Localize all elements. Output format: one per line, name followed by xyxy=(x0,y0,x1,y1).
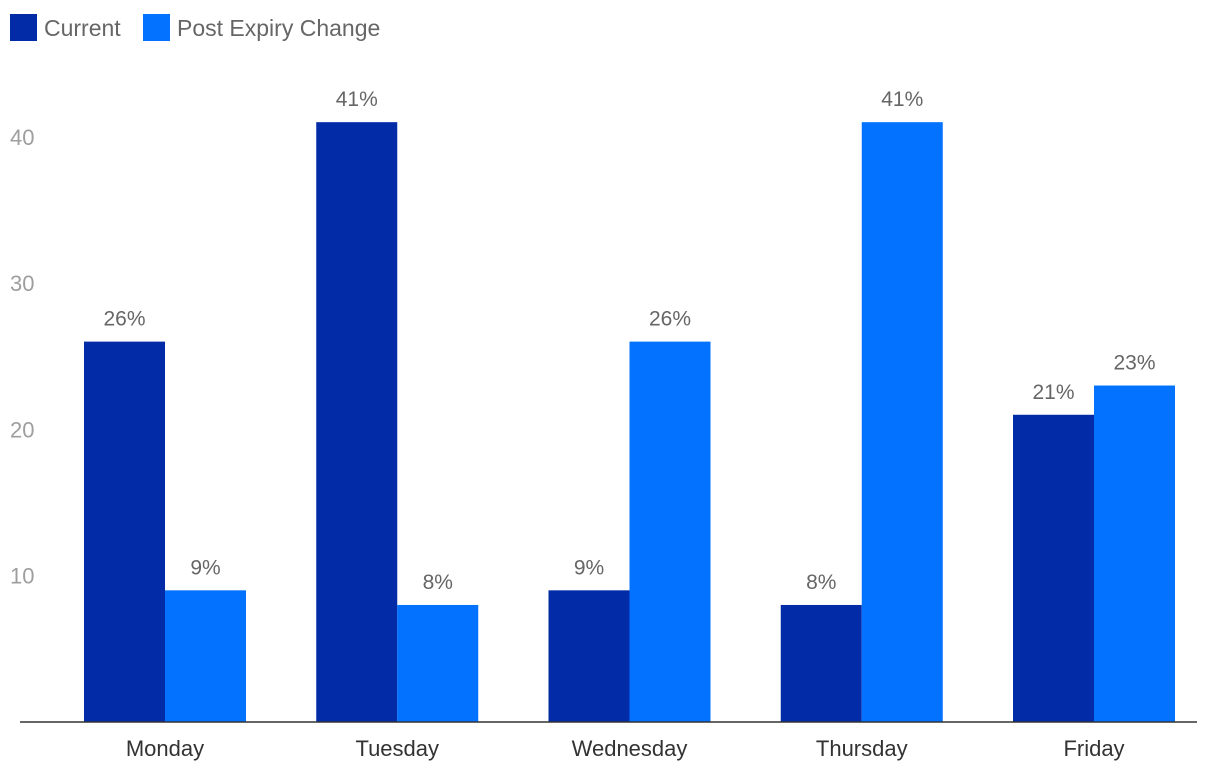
legend-swatch-current xyxy=(10,14,37,41)
chart-legend: Current Post Expiry Change xyxy=(10,14,380,41)
bar-friday-post-expiry-change xyxy=(1094,385,1175,722)
data-label-tuesday-post-expiry-change: 8% xyxy=(423,571,453,594)
bar-monday-post-expiry-change xyxy=(165,590,246,722)
data-label-wednesday-post-expiry-change: 26% xyxy=(649,308,691,331)
bar-monday-current xyxy=(84,341,165,722)
data-label-thursday-post-expiry-change: 41% xyxy=(881,88,923,111)
x-tick-label-tuesday: Tuesday xyxy=(355,736,439,761)
legend-label-current: Current xyxy=(44,15,121,41)
bars-group xyxy=(84,122,1175,723)
bar-friday-current xyxy=(1013,414,1094,722)
bar-tuesday-current xyxy=(316,122,398,723)
data-label-friday-current: 21% xyxy=(1032,381,1074,404)
bar-wednesday-current xyxy=(548,590,630,722)
data-label-monday-post-expiry-change: 9% xyxy=(190,556,220,579)
bar-thursday-current xyxy=(780,604,862,722)
y-tick-label: 30 xyxy=(10,271,34,296)
data-label-wednesday-current: 9% xyxy=(574,556,604,579)
x-tick-label-wednesday: Wednesday xyxy=(572,736,688,761)
bar-tuesday-post-expiry-change xyxy=(397,604,479,722)
bar-thursday-post-expiry-change xyxy=(861,122,943,723)
data-label-tuesday-current: 41% xyxy=(336,88,378,111)
legend-swatch-post-expiry-change xyxy=(143,14,170,41)
data-labels-group: 26% 9% 41% 8% 9% 26% 8% 41% 21% 23% xyxy=(103,88,1155,594)
legend-label-post-expiry-change: Post Expiry Change xyxy=(177,15,380,41)
bar-wednesday-post-expiry-change xyxy=(629,341,711,722)
data-label-friday-post-expiry-change: 23% xyxy=(1113,352,1155,375)
data-label-thursday-current: 8% xyxy=(806,571,836,594)
x-tick-label-friday: Friday xyxy=(1063,736,1124,761)
x-tick-label-monday: Monday xyxy=(126,736,204,761)
x-tick-label-thursday: Thursday xyxy=(816,736,908,761)
data-label-monday-current: 26% xyxy=(103,308,145,331)
y-axis: 10 20 30 40 xyxy=(10,125,34,589)
x-axis: Monday Tuesday Wednesday Thursday Friday xyxy=(126,736,1125,761)
y-tick-label: 20 xyxy=(10,417,34,442)
y-tick-label: 40 xyxy=(10,125,34,150)
y-tick-label: 10 xyxy=(10,564,34,589)
